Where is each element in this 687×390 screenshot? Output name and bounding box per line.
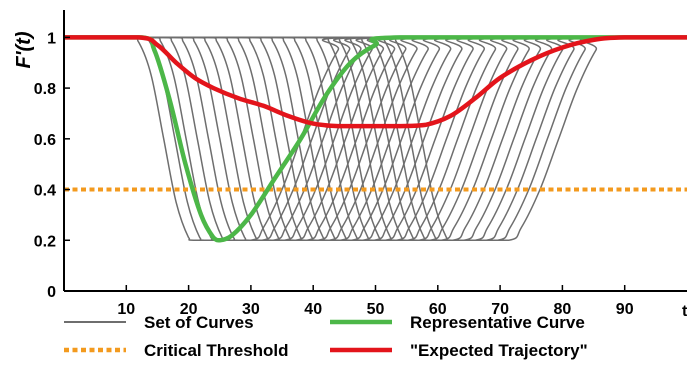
tick-labels: 10 20 30 40 50 60 70 80 90 0 0.2 0.4 0.6 0.8 1 <box>34 30 634 318</box>
y-tick-label: 1 <box>47 30 56 47</box>
y-tick-label: 0.6 <box>34 132 56 149</box>
y-tick-label: 0.2 <box>34 233 56 250</box>
set-curve-2 <box>75 36 687 242</box>
x-tick-label: 60 <box>429 301 447 318</box>
plot-area <box>64 35 687 243</box>
legend-label-thr: Critical Threshold <box>144 341 289 360</box>
x-tick-label: 80 <box>554 301 572 318</box>
legend-label-exp: "Expected Trajectory" <box>410 341 588 360</box>
y-tick-label: 0.4 <box>34 183 56 200</box>
set-curve-10 <box>164 36 687 242</box>
x-tick-label: 30 <box>242 301 260 318</box>
y-axis-label: F'(t) <box>13 31 35 68</box>
x-tick-label: 40 <box>304 301 322 318</box>
set-curve-1 <box>64 36 687 242</box>
representative-curve <box>64 35 687 243</box>
x-tick-label: 20 <box>180 301 198 318</box>
set-curve-18 <box>254 36 687 242</box>
set-curve-8 <box>142 36 687 242</box>
set-curve-23 <box>310 36 687 242</box>
x-tick-label: 70 <box>491 301 509 318</box>
x-tick-label: 90 <box>616 301 634 318</box>
legend-label-rep: Representative Curve <box>410 313 585 332</box>
expected-trajectory-curve <box>64 35 687 129</box>
set-curve-20 <box>277 36 687 242</box>
y-tick-label: 0 <box>47 284 56 301</box>
set-curve-6 <box>120 36 687 242</box>
legend: Set of Curves Representative Curve Critica… <box>64 313 588 360</box>
y-tick-label: 0.8 <box>34 81 56 98</box>
set-curve-3 <box>86 36 687 242</box>
axes <box>63 10 687 292</box>
set-curve-14 <box>209 36 687 242</box>
set-curve-12 <box>187 36 687 242</box>
set-curve-5 <box>108 36 687 242</box>
x-tick-label: 10 <box>117 301 135 318</box>
legend-label-set: Set of Curves <box>144 313 254 332</box>
x-axis-label: t <box>682 303 687 320</box>
x-tick-label: 50 <box>367 301 385 318</box>
set-curve-7 <box>131 36 687 242</box>
